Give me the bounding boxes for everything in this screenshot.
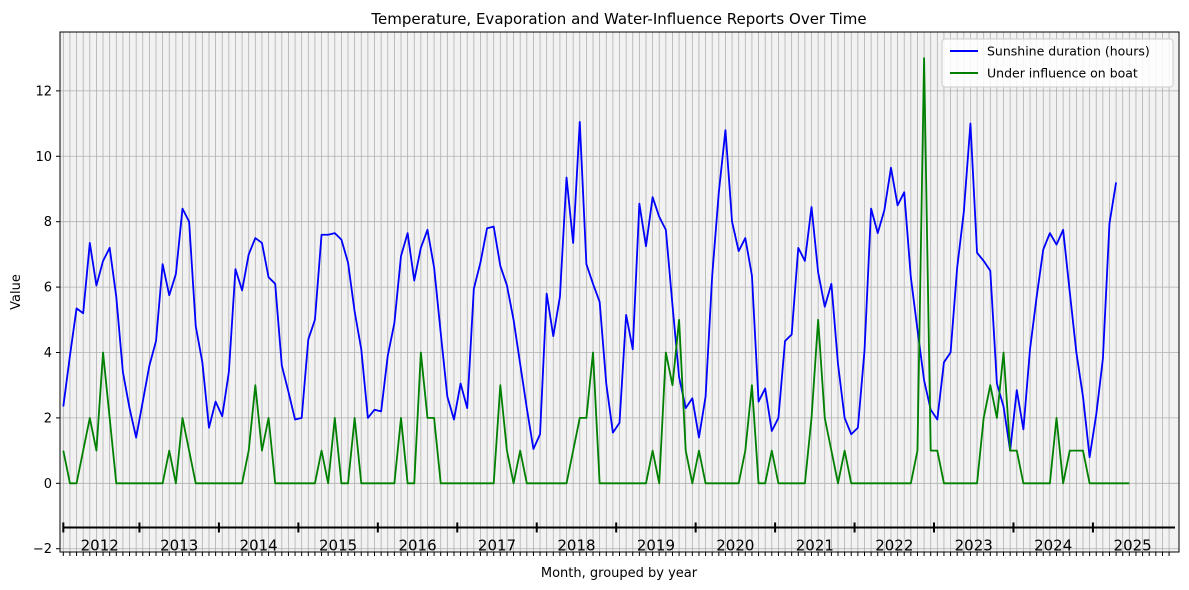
horizontal-grid — [60, 90, 1179, 550]
year-label: 2012 — [81, 536, 119, 554]
year-label: 2013 — [160, 536, 198, 554]
y-tick-label: 12 — [35, 84, 52, 99]
year-label: 2014 — [240, 536, 278, 554]
legend-label: Under influence on boat — [987, 66, 1138, 81]
legend-label: Sunshine duration (hours) — [987, 44, 1150, 59]
y-tick-label: 6 — [44, 281, 52, 296]
series-line-2 — [62, 57, 1130, 485]
year-grouping-axis: 2012 2013 2014 2015 2016 2017 2018 2019 2020 2021… — [62, 522, 1175, 554]
y-axis-label: Value — [9, 274, 24, 310]
y-tick-label: 4 — [44, 346, 52, 361]
y-tick-label: 8 — [44, 215, 52, 230]
chart-title: Temperature, Evaporation and Water-Influ… — [370, 10, 866, 28]
series-lines — [62, 57, 1130, 485]
year-label: 2022 — [875, 536, 913, 554]
x-axis-label: Month, grouped by year — [541, 566, 698, 581]
y-tick-label: 10 — [35, 150, 52, 165]
year-label: 2016 — [398, 536, 436, 554]
year-label: 2019 — [637, 536, 675, 554]
x-axis-minor-ticks — [62, 552, 1170, 556]
year-label: 2021 — [796, 536, 834, 554]
y-tick-label: 0 — [44, 477, 52, 492]
y-tick-label: 2 — [44, 411, 52, 426]
year-label: 2017 — [478, 536, 516, 554]
legend-box — [941, 38, 1174, 88]
year-label: 2018 — [557, 536, 595, 554]
year-label: 2023 — [955, 536, 993, 554]
year-label: 2015 — [319, 536, 357, 554]
series-line-1 — [62, 121, 1117, 459]
legend: Sunshine duration (hours) Under influence… — [941, 38, 1174, 88]
year-label: 2020 — [716, 536, 754, 554]
y-axis-ticks: −2 0 2 4 6 8 10 12 — [33, 84, 60, 557]
year-label: 2024 — [1034, 536, 1072, 554]
y-tick-label: −2 — [33, 542, 52, 557]
year-label: 2025 — [1114, 536, 1152, 554]
